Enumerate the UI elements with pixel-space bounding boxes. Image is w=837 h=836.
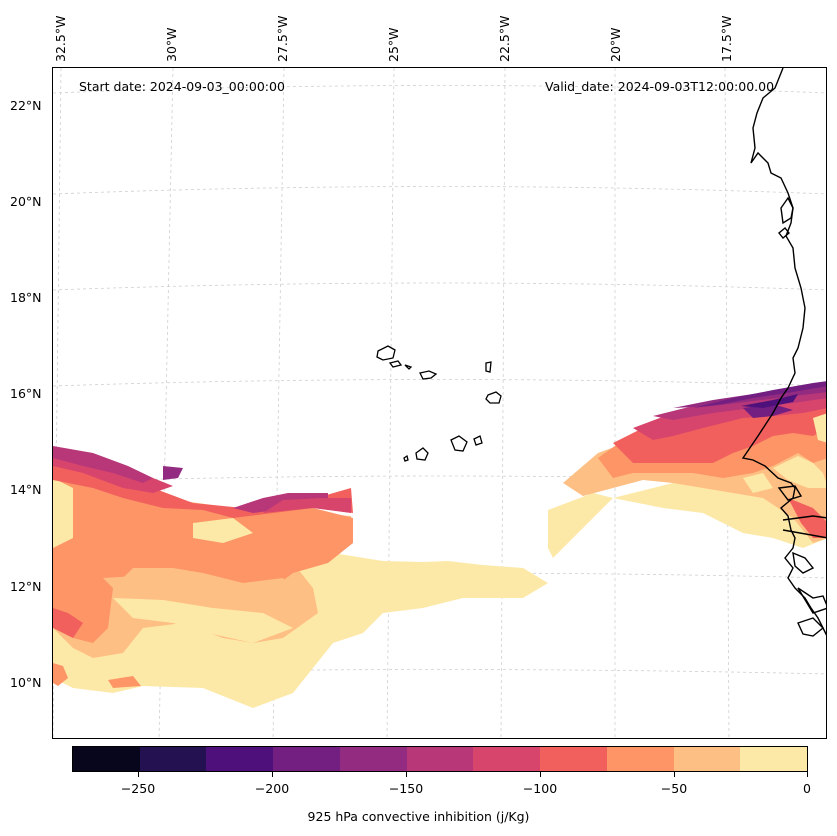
- colorbar-swatch: [473, 747, 541, 771]
- colorbar-tick-label: −150: [388, 781, 424, 796]
- valid-date-label: Valid_date: 2024-09-03T12:00:00.00: [545, 79, 775, 94]
- colorbar-tick-label: 0: [803, 781, 811, 796]
- colorbar-tick: [406, 772, 407, 777]
- colorbar-swatch: [540, 747, 607, 771]
- colorbar-swatch: [339, 747, 407, 771]
- colorbar-tick-label: −200: [254, 781, 290, 796]
- colorbar-tick-label: −50: [660, 781, 688, 796]
- colorbar-tick-label: −100: [522, 781, 558, 796]
- cape-verde-islands: [376, 345, 502, 462]
- lat-label: 12°N: [10, 579, 42, 594]
- colorbar: [72, 746, 808, 772]
- lat-label: 22°N: [10, 98, 42, 113]
- colorbar-swatch: [139, 747, 207, 771]
- lat-label: 10°N: [10, 675, 42, 690]
- colorbar-tick: [138, 772, 139, 777]
- colorbar-tick: [674, 772, 675, 777]
- colorbar-swatch: [206, 747, 274, 771]
- colorbar-tick: [807, 772, 808, 777]
- colorbar-swatch: [673, 747, 741, 771]
- lon-label: 32.5°W: [53, 15, 68, 62]
- cin-field-east: [548, 381, 826, 558]
- lon-label: 20°W: [608, 27, 623, 62]
- lat-label: 14°N: [10, 482, 42, 497]
- colorbar-swatch: [406, 747, 474, 771]
- lon-label: 30°W: [164, 27, 179, 62]
- lat-label: 20°N: [10, 194, 42, 209]
- lon-label: 22.5°W: [497, 15, 512, 62]
- colorbar-swatch: [273, 747, 340, 771]
- coastline-africa: [741, 68, 826, 637]
- lon-label: 27.5°W: [275, 15, 290, 62]
- lat-label: 18°N: [10, 290, 42, 305]
- colorbar-swatch: [73, 747, 140, 771]
- start-date-label: Start date: 2024-09-03_00:00:00: [79, 79, 285, 94]
- colorbar-tick-label: −250: [120, 781, 156, 796]
- lon-label: 17.5°W: [719, 15, 734, 62]
- colorbar-label: 925 hPa convective inhibition (j/Kg): [307, 809, 530, 824]
- colorbar-tick: [272, 772, 273, 777]
- map-canvas: [53, 68, 826, 738]
- cin-field-west: [53, 446, 548, 708]
- lon-label: 25°W: [386, 27, 401, 62]
- colorbar-tick: [540, 772, 541, 777]
- colorbar-swatch: [740, 747, 808, 771]
- map-panel: [52, 67, 827, 739]
- colorbar-swatch: [606, 747, 674, 771]
- lat-label: 16°N: [10, 386, 42, 401]
